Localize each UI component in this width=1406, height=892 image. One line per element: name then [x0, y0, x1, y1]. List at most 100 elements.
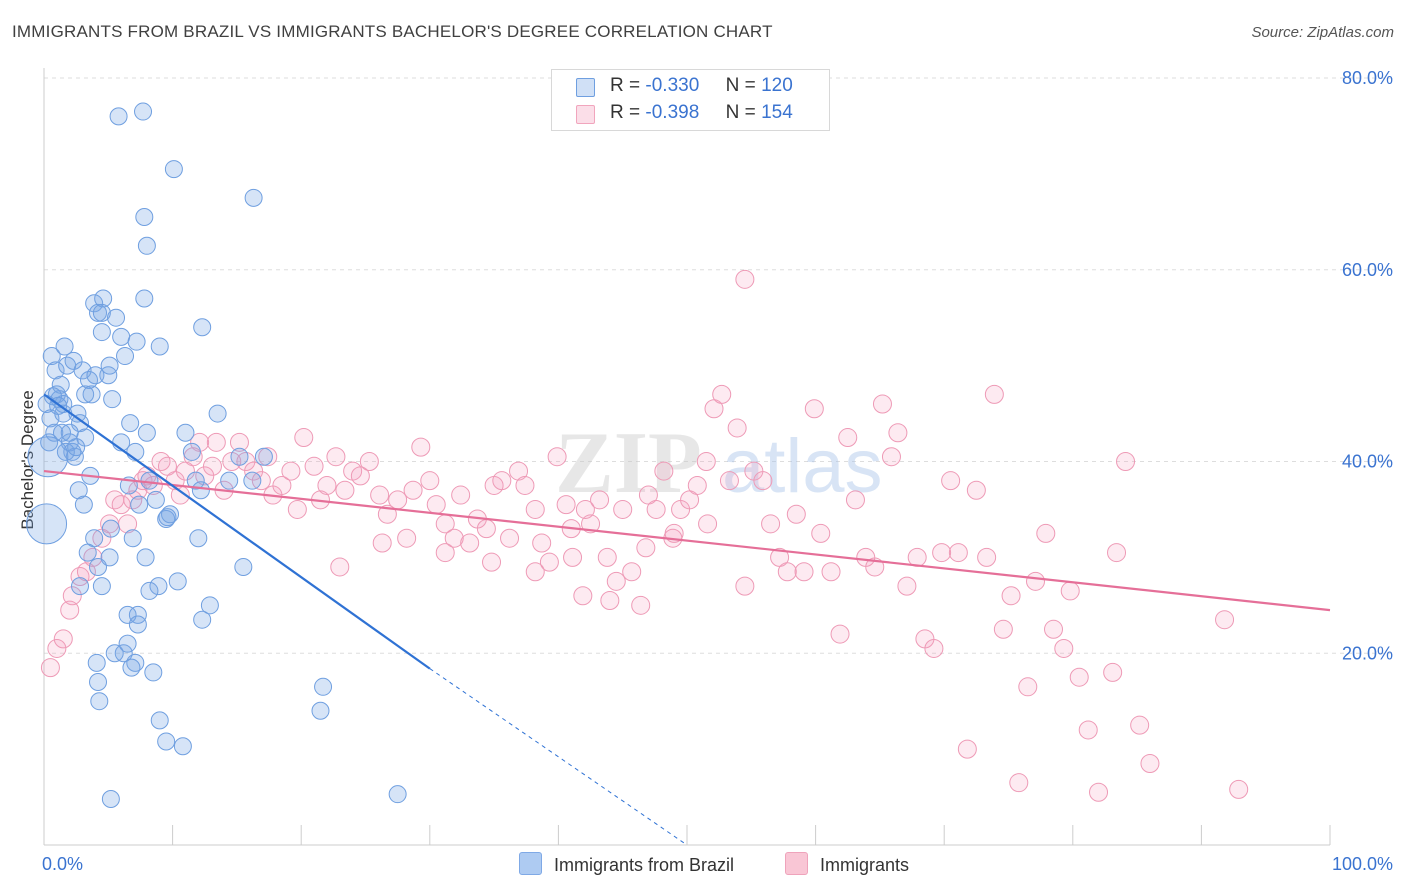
data-point-immigrants [830, 624, 850, 644]
data-point-immigrants [606, 571, 626, 591]
data-point-immigrants [622, 562, 642, 582]
data-point-immigrants [460, 533, 480, 553]
data-point-immigrants [966, 480, 986, 500]
data-point-immigrants [932, 543, 952, 563]
data-point-immigrants [600, 591, 620, 611]
data-point-brazil [220, 471, 239, 490]
data-point-immigrants [687, 475, 707, 495]
data-point-brazil [105, 644, 124, 663]
data-point-brazil [140, 581, 159, 600]
bottom-legend-swatch-brazil [519, 852, 542, 875]
data-point-immigrants [294, 428, 314, 448]
data-point-immigrants [258, 447, 278, 467]
trend-line-immigrants [43, 469, 1331, 612]
data-point-immigrants [590, 490, 610, 510]
data-point-immigrants [195, 466, 215, 486]
stats-legend: R = -0.330 N = 120 R = -0.398 N = 154 [551, 69, 830, 131]
data-point-immigrants [1018, 677, 1038, 697]
data-point-immigrants [712, 384, 732, 404]
data-point-brazil [78, 543, 97, 562]
data-point-immigrants [907, 547, 927, 567]
data-point-immigrants [696, 452, 716, 471]
data-point-brazil [314, 677, 333, 696]
data-point-brazil [176, 423, 195, 442]
data-point-brazil [134, 102, 153, 121]
data-point-brazil [121, 414, 140, 433]
data-point-immigrants [335, 480, 355, 500]
data-point-immigrants [881, 447, 901, 467]
data-point-brazil [311, 701, 330, 720]
x-tick-label: 100.0% [1332, 854, 1393, 874]
data-point-brazil [90, 692, 109, 711]
data-point-immigrants [403, 480, 423, 500]
y-tick-label: 80.0% [1342, 68, 1393, 88]
data-point-immigrants [804, 399, 824, 419]
data-point-brazil [44, 387, 63, 406]
data-point-immigrants [761, 514, 781, 534]
data-point-immigrants [397, 528, 417, 548]
data-point-immigrants [330, 557, 350, 577]
trend-lines [43, 393, 1331, 846]
data-point-immigrants [317, 475, 337, 495]
data-point-brazil [122, 658, 141, 677]
data-point-brazil [254, 447, 273, 466]
data-point-brazil [109, 107, 128, 126]
data-point-brazil [126, 442, 145, 461]
data-point-brazil [107, 308, 126, 327]
data-point-brazil [101, 789, 120, 808]
data-point-brazil [130, 495, 149, 514]
data-point-immigrants [202, 456, 222, 476]
data-point-brazil [234, 557, 253, 576]
data-point-immigrants [500, 528, 520, 548]
data-point-brazil [76, 385, 95, 404]
watermark-atlas: atlas [722, 424, 883, 509]
data-point-immigrants [924, 638, 944, 658]
data-point-immigrants [47, 638, 67, 658]
data-point-immigrants [451, 485, 471, 505]
data-point-brazil [89, 673, 108, 692]
chart-title: IMMIGRANTS FROM BRAZIL VS IMMIGRANTS BAC… [12, 22, 773, 41]
data-point-immigrants [206, 432, 226, 452]
data-point-brazil [82, 385, 101, 404]
data-point-immigrants [1130, 715, 1150, 735]
data-point-immigrants [1009, 773, 1029, 793]
data-point-brazil [146, 490, 165, 509]
data-point-brazil [100, 356, 119, 375]
data-point-immigrants [563, 547, 583, 567]
data-point-immigrants [60, 600, 80, 620]
data-point-brazil [99, 366, 118, 385]
data-point-brazil [173, 737, 192, 756]
data-point-immigrants [1054, 638, 1074, 658]
legend-r-value-brazil: -0.330 [645, 75, 700, 96]
data-point-brazil [123, 529, 142, 548]
data-point-brazil [135, 289, 154, 308]
data-point-brazil-large [27, 436, 69, 478]
data-point-immigrants [370, 485, 390, 505]
data-point-immigrants [984, 384, 1004, 404]
data-point-immigrants [435, 543, 455, 563]
axes [43, 68, 1331, 846]
data-point-immigrants [777, 562, 797, 582]
data-point-immigrants [118, 514, 138, 534]
data-point-brazil [86, 366, 105, 385]
legend-r-label: R = [610, 102, 641, 123]
data-point-brazil [128, 615, 147, 634]
data-point-brazil [40, 433, 59, 452]
data-point-brazil [230, 447, 249, 466]
data-point-immigrants [1069, 667, 1089, 687]
data-point-immigrants [411, 437, 431, 457]
data-point-immigrants [350, 466, 370, 486]
y-tick-label: 40.0% [1342, 452, 1393, 472]
data-point-immigrants [977, 547, 997, 567]
data-point-brazil [161, 505, 180, 524]
data-point-brazil [244, 188, 263, 207]
data-point-brazil [55, 337, 74, 356]
data-point-brazil [71, 577, 90, 596]
data-point-immigrants [753, 471, 773, 491]
data-point-immigrants [426, 495, 446, 515]
data-point-immigrants [719, 471, 739, 491]
tick-labels: 20.0% 40.0% 60.0% 80.0% 0.0% 100.0% [42, 68, 1393, 874]
series-immigrants [40, 269, 1249, 802]
data-point-immigrants [646, 499, 666, 519]
data-point-immigrants [111, 495, 131, 515]
